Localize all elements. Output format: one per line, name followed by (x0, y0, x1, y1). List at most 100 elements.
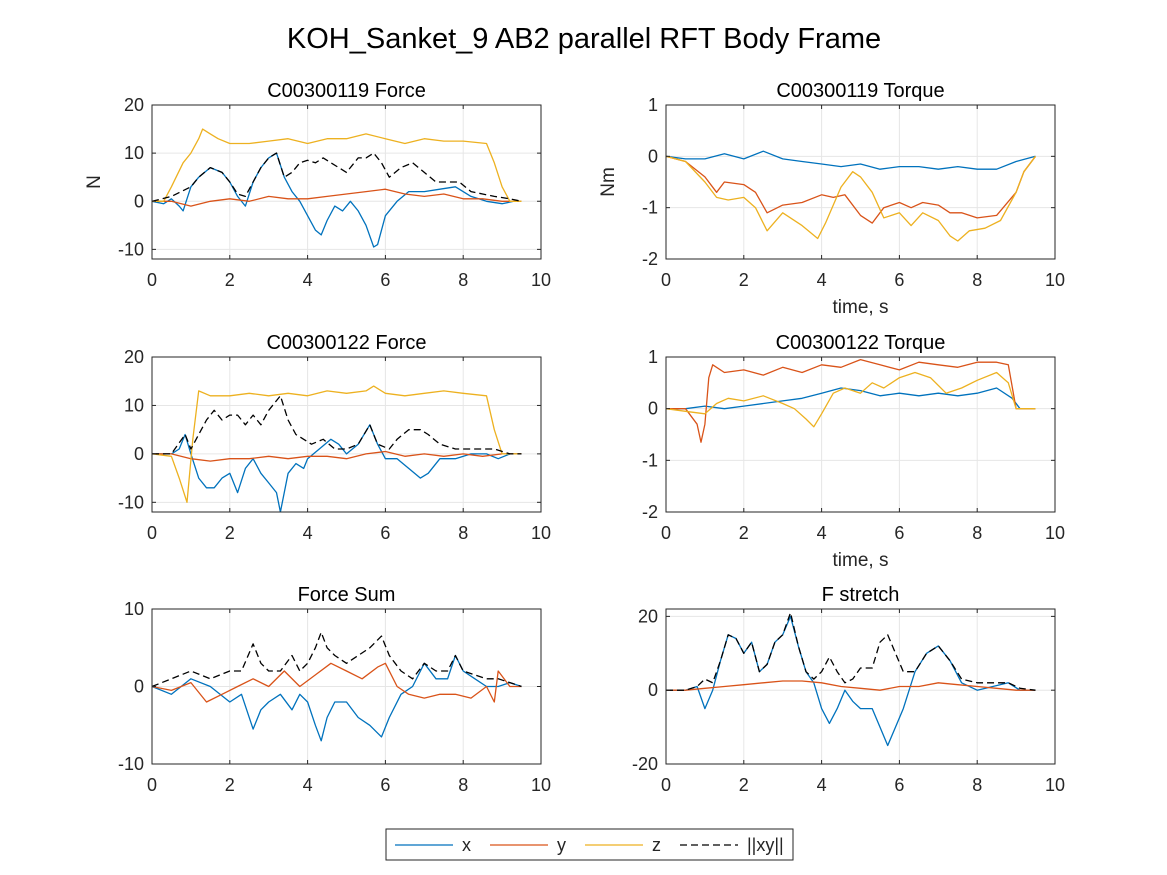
series-line-z (152, 128, 522, 202)
subplot-title: Force Sum (298, 584, 396, 606)
axes-box (665, 356, 1056, 513)
legend-label-y: y (557, 835, 566, 855)
x-tick-label: 8 (458, 270, 468, 290)
x-tick-label: 4 (817, 523, 827, 543)
series-line-x (152, 152, 522, 248)
y-tick-label: -10 (118, 492, 144, 512)
x-tick-label: 2 (225, 523, 235, 543)
y-tick-label: 20 (124, 95, 144, 115)
x-tick-label: 4 (817, 270, 827, 290)
y-axis-label: N (84, 175, 105, 189)
axes-box (151, 104, 542, 260)
x-tick-label: 8 (458, 775, 468, 795)
subplot-4: 0 2 4 6 8 10 -2 -1 0 1 C00300122 Torque time, s (642, 332, 1065, 571)
series-line-xy (666, 612, 1036, 691)
series-line-y (152, 662, 522, 703)
y-tick-label: 0 (134, 444, 144, 464)
x-axis-label: time, s (833, 550, 889, 571)
plot-area (666, 357, 1055, 512)
y-tick-label: -10 (118, 754, 144, 774)
x-tick-label: 4 (303, 775, 313, 795)
x-tick-label: 2 (739, 270, 749, 290)
y-tick-label: 0 (648, 399, 658, 419)
x-tick-label: 10 (531, 270, 551, 290)
series-line-xy (152, 631, 522, 688)
y-tick-label: 10 (124, 599, 144, 619)
subplot-title: C00300122 Force (266, 332, 426, 354)
series-line-y (666, 155, 1037, 224)
x-tick-label: 8 (972, 775, 982, 795)
legend-label-z: z (652, 835, 661, 855)
y-tick-label: 0 (134, 191, 144, 211)
x-tick-label: 4 (303, 270, 313, 290)
x-tick-label: 0 (661, 523, 671, 543)
x-tick-label: 8 (458, 523, 468, 543)
series-line-x (152, 654, 522, 742)
series-line-z (666, 371, 1036, 428)
series-line-xy (152, 395, 522, 455)
x-tick-label: 0 (147, 523, 157, 543)
y-tick-label: 1 (648, 347, 658, 367)
series-group (666, 150, 1037, 242)
x-tick-label: 2 (739, 523, 749, 543)
x-tick-label: 10 (1045, 523, 1065, 543)
x-tick-label: 0 (661, 270, 671, 290)
x-tick-label: 0 (147, 775, 157, 795)
plot-area (152, 357, 541, 512)
series-line-y (152, 450, 522, 462)
x-tick-label: 10 (1045, 775, 1065, 795)
x-tick-label: 6 (894, 775, 904, 795)
legend-label-x: x (462, 835, 471, 855)
plot-area (152, 105, 541, 259)
y-tick-label: 0 (134, 677, 144, 697)
x-tick-label: 6 (380, 523, 390, 543)
subplot-title: F stretch (822, 584, 900, 606)
subplot-2: 0 2 4 6 8 10 -2 -1 0 1 C00300119 Torque time, s Nm (598, 80, 1065, 318)
plot-area (666, 105, 1055, 259)
subplot-title: C00300119 Torque (776, 80, 944, 102)
y-axis-label: Nm (598, 167, 619, 197)
x-tick-label: 0 (147, 270, 157, 290)
axes-box (665, 608, 1056, 765)
x-tick-label: 0 (661, 775, 671, 795)
series-line-z (666, 155, 1037, 242)
y-tick-label: 1 (648, 95, 658, 115)
legend: x y z ||xy|| (385, 828, 794, 861)
subplot-title: C00300119 Force (267, 80, 426, 102)
x-tick-label: 8 (972, 270, 982, 290)
legend-label-xy: ||xy|| (747, 835, 784, 855)
series-line-x (152, 424, 522, 512)
series-line-y (666, 680, 1036, 691)
y-tick-label: 20 (638, 606, 658, 626)
y-tick-label: -20 (632, 754, 658, 774)
x-tick-label: 4 (303, 523, 313, 543)
series-group (666, 358, 1036, 443)
subplot-title: C00300122 Torque (776, 332, 946, 354)
axes-box (151, 356, 542, 513)
x-tick-label: 10 (531, 523, 551, 543)
x-tick-label: 6 (380, 775, 390, 795)
y-tick-label: 20 (124, 347, 144, 367)
y-tick-label: -1 (642, 450, 658, 470)
series-line-x (666, 387, 1036, 410)
y-tick-label: 0 (648, 146, 658, 166)
x-tick-label: 2 (225, 270, 235, 290)
x-tick-label: 6 (894, 270, 904, 290)
series-group (152, 385, 522, 512)
series-line-x (666, 150, 1036, 170)
x-tick-label: 2 (225, 775, 235, 795)
x-tick-label: 8 (972, 523, 982, 543)
y-tick-label: -10 (118, 239, 144, 259)
x-tick-label: 10 (1045, 270, 1065, 290)
series-line-z (152, 385, 522, 503)
y-tick-label: -2 (642, 249, 658, 269)
series-line-xy (152, 152, 522, 202)
series-group (152, 631, 522, 742)
figure-title: KOH_Sanket_9 AB2 parallel RFT Body Frame (287, 23, 881, 55)
x-tick-label: 6 (380, 270, 390, 290)
